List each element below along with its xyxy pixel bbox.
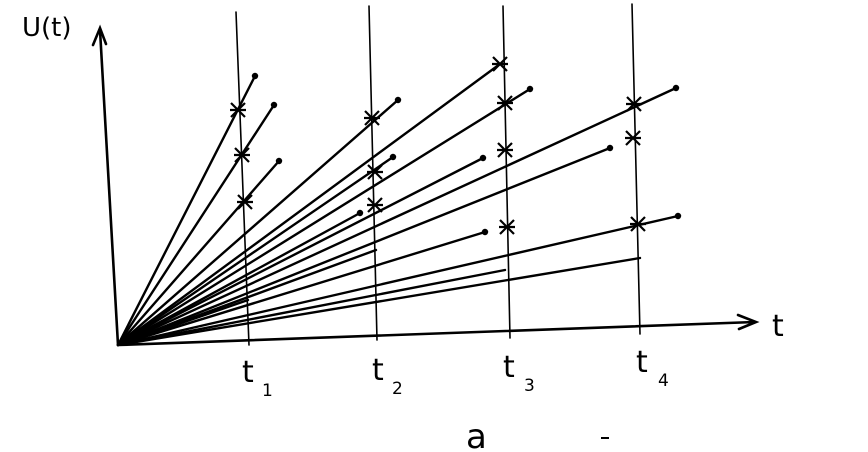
x-axis xyxy=(116,320,757,347)
time-index: 1 xyxy=(262,381,273,401)
cross xyxy=(499,219,515,235)
ray-end xyxy=(606,144,614,152)
ray-end xyxy=(275,157,283,165)
cross xyxy=(367,164,383,180)
ray xyxy=(116,103,276,347)
caption: a xyxy=(466,417,487,452)
ray xyxy=(116,86,678,347)
time-index: 2 xyxy=(392,379,403,399)
ray-end xyxy=(270,101,278,109)
ray xyxy=(116,146,612,347)
ray xyxy=(116,98,400,347)
ray-end xyxy=(526,85,534,93)
time-lines xyxy=(235,3,641,346)
time-line xyxy=(631,3,641,335)
ray-end xyxy=(674,212,682,220)
ray xyxy=(116,214,680,347)
cross xyxy=(626,96,642,112)
y-axis-label: U(t) xyxy=(22,13,72,43)
time-label: t1 xyxy=(242,355,273,401)
time-label: t3 xyxy=(503,350,535,396)
cross xyxy=(497,142,513,158)
ray xyxy=(116,156,485,347)
ray-end xyxy=(479,154,487,162)
time-line xyxy=(235,11,250,346)
y-arrow xyxy=(91,24,108,47)
cross xyxy=(234,147,250,163)
ray xyxy=(116,87,532,347)
ray xyxy=(116,256,642,347)
time-index: 3 xyxy=(524,376,535,396)
cross xyxy=(237,194,253,210)
ray-end xyxy=(356,209,364,217)
ray-end xyxy=(481,228,489,236)
rays xyxy=(116,56,682,347)
axes xyxy=(91,24,760,347)
ray-end xyxy=(672,84,680,92)
cross xyxy=(630,216,646,232)
ray-end xyxy=(389,153,397,161)
time-symbol: t xyxy=(242,355,254,390)
ray-end xyxy=(251,72,259,80)
cross xyxy=(230,102,246,118)
cross xyxy=(364,110,380,126)
ray xyxy=(116,268,507,347)
cross xyxy=(625,130,641,146)
y-axis xyxy=(98,28,120,347)
ray xyxy=(116,74,257,347)
x-axis-label: t xyxy=(772,309,784,344)
time-symbol: t xyxy=(636,345,648,380)
ray xyxy=(116,159,281,347)
time-symbol: t xyxy=(503,350,515,385)
x-arrow xyxy=(736,313,760,331)
time-label: t4 xyxy=(636,345,669,391)
cross xyxy=(492,56,508,72)
ray xyxy=(116,62,502,347)
ray xyxy=(116,155,395,347)
time-line xyxy=(502,5,511,339)
ray xyxy=(116,298,250,347)
time-symbol: t xyxy=(372,353,384,388)
time-label: t2 xyxy=(372,353,403,399)
cross xyxy=(497,95,513,111)
ray-end xyxy=(394,96,402,104)
ray xyxy=(116,230,487,347)
time-index: 4 xyxy=(658,371,669,391)
